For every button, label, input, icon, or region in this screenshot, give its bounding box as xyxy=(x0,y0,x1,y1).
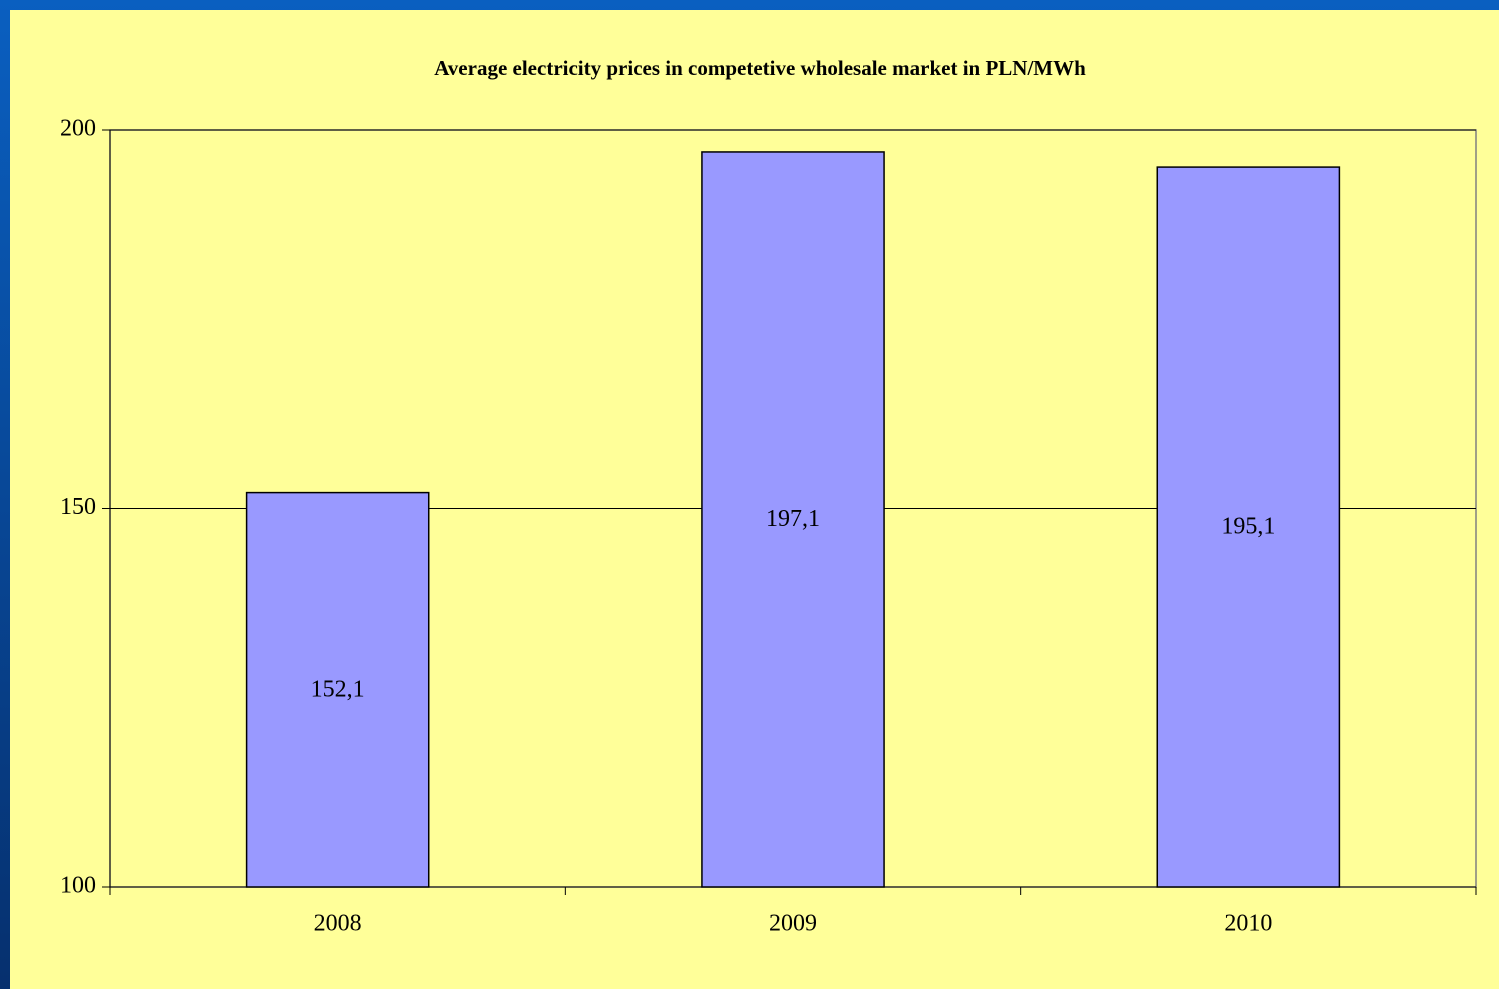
y-tick-label: 200 xyxy=(60,116,96,142)
y-tick-label: 150 xyxy=(60,494,96,520)
chart-title: Average electricity prices in competetiv… xyxy=(434,56,1086,80)
bar xyxy=(1156,166,1341,888)
bar xyxy=(701,151,885,888)
data-label: 195,1 xyxy=(1221,514,1275,540)
x-tick-label: 2010 xyxy=(1224,911,1272,937)
x-tick-label: 2008 xyxy=(314,911,362,937)
bar xyxy=(245,491,430,888)
y-tick-label: 100 xyxy=(60,873,96,899)
data-label: 152,1 xyxy=(311,676,365,702)
x-tick-label: 2009 xyxy=(769,911,817,937)
data-label: 197,1 xyxy=(766,506,820,532)
